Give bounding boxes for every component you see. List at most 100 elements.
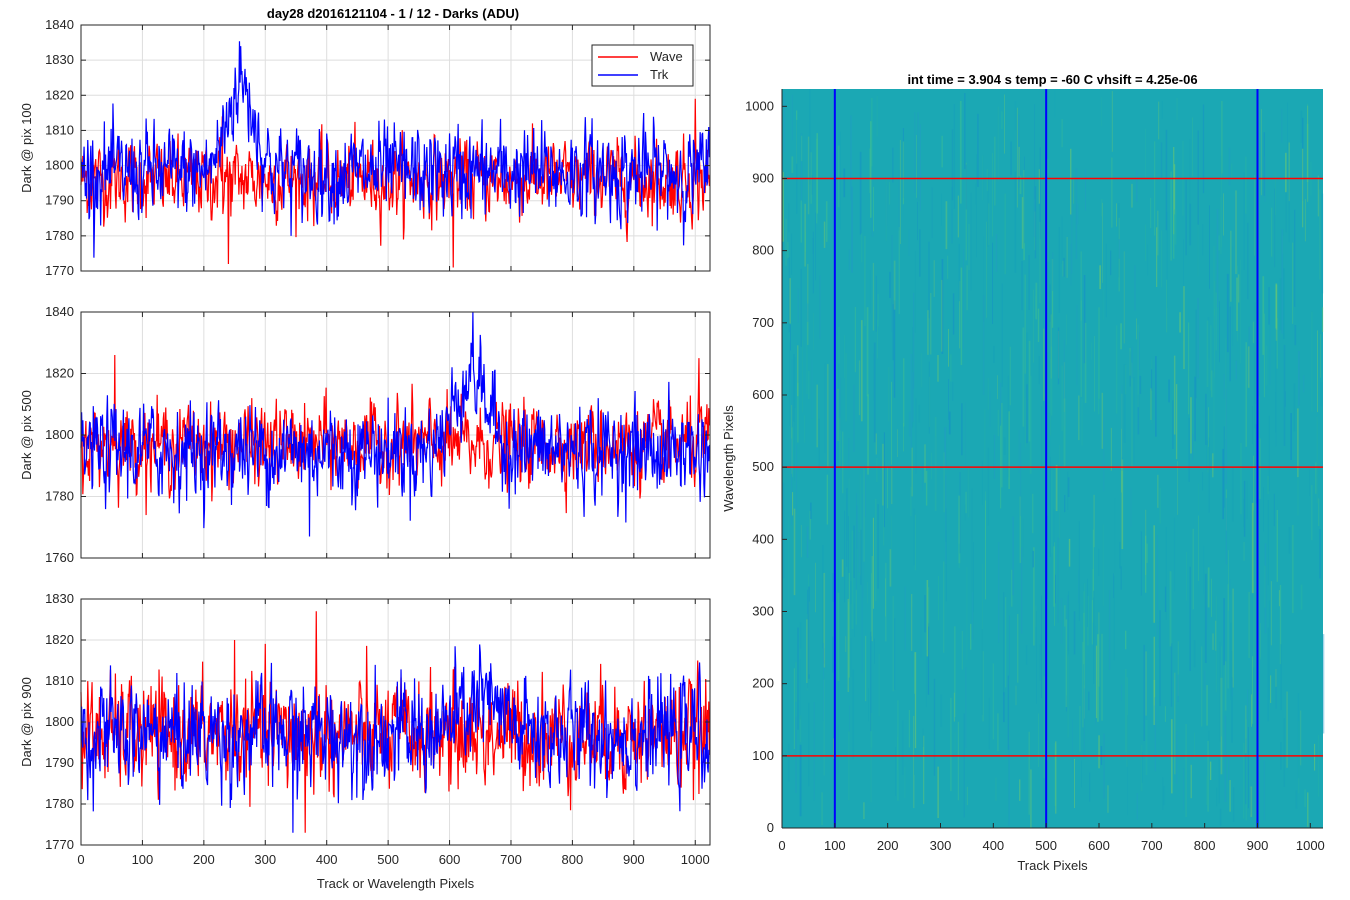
axes-frame xyxy=(80,24,711,272)
heatmap-streak xyxy=(1089,772,1091,802)
series-line-trk xyxy=(80,41,710,258)
heatmap-streak xyxy=(792,427,793,478)
heatmap-streak xyxy=(925,650,927,708)
heatmap-streak xyxy=(1175,384,1178,460)
heatmap-streak xyxy=(886,185,888,226)
heatmap-streak xyxy=(782,169,784,239)
heatmap-streak xyxy=(1098,548,1100,576)
heatmap-streak xyxy=(917,201,918,241)
heatmap-streak xyxy=(1095,626,1096,726)
heatmap-streak xyxy=(1039,644,1041,681)
heatmap-streak xyxy=(922,463,924,491)
heatmap-streak xyxy=(1094,335,1095,412)
heatmap-streak xyxy=(888,366,890,422)
heatmap-streak xyxy=(1206,320,1209,388)
heatmap-streak xyxy=(850,115,852,201)
heatmap-streak xyxy=(1126,677,1128,767)
heatmap-streak xyxy=(872,517,874,609)
heatmap-streak xyxy=(933,678,936,776)
heatmap-streak xyxy=(868,688,869,722)
heatmap-streak xyxy=(1268,600,1270,700)
heatmap-streak xyxy=(1066,236,1068,278)
heatmap-streak xyxy=(910,486,912,516)
heatmap-streak xyxy=(848,249,850,270)
heatmap-streak xyxy=(1095,645,1098,719)
heatmap-streak xyxy=(1223,374,1225,399)
y-tick-label: 1840 xyxy=(45,304,74,319)
heatmap-streak xyxy=(1054,542,1055,626)
heatmap-streak xyxy=(1025,645,1028,665)
heatmap-streak xyxy=(823,648,825,664)
heatmap-streak xyxy=(912,372,914,422)
heatmap-streak xyxy=(874,638,875,664)
heatmap-streak xyxy=(892,596,894,692)
heatmap-streak xyxy=(1054,90,1056,118)
heatmap-title: int time = 3.904 s temp = -60 C vhsift =… xyxy=(907,72,1197,87)
heatmap-streak xyxy=(1316,416,1318,504)
heatmap-streak xyxy=(1098,342,1100,415)
heatmap-streak xyxy=(1075,168,1078,259)
heatmap-streak xyxy=(885,562,887,642)
heatmap-streak xyxy=(1225,498,1228,565)
heatmap-streak xyxy=(799,744,802,817)
heatmap-streak xyxy=(839,131,841,230)
heatmap-streak xyxy=(806,613,808,691)
heatmap-streak xyxy=(810,502,812,519)
heatmap-streak xyxy=(790,324,791,351)
heatmap-streak xyxy=(1021,261,1023,311)
heatmap-streak xyxy=(800,525,802,558)
heatmap-streak xyxy=(1145,224,1146,261)
heatmap-streak xyxy=(953,626,956,717)
heatmap-streak xyxy=(1063,257,1065,277)
heatmap-streak xyxy=(1275,669,1277,709)
heatmap-streak xyxy=(1007,675,1010,750)
heatmap-streak xyxy=(1307,792,1309,827)
heatmap-streak xyxy=(1278,590,1280,607)
heatmap-streak xyxy=(1222,448,1224,520)
heatmap-streak xyxy=(1251,502,1254,594)
heatmap-streak xyxy=(792,492,794,516)
heatmap-streak xyxy=(831,152,834,241)
heatmap-streak xyxy=(815,562,816,613)
heatmap-streak xyxy=(1083,583,1086,686)
heatmap-streak xyxy=(1224,715,1227,802)
heatmap-streak xyxy=(941,259,944,354)
heatmap-streak xyxy=(920,353,923,388)
y-axis-label: Dark @ pix 500 xyxy=(19,390,34,480)
heatmap-streak xyxy=(904,767,906,798)
heatmap-streak xyxy=(885,578,886,617)
line-chart-pix-500: 1760 1780 1800 1820 1840 Dark @ pix 500 xyxy=(19,304,711,565)
heatmap-streak xyxy=(918,404,921,423)
heatmap-streak xyxy=(908,709,910,748)
heatmap-streak xyxy=(993,434,996,479)
y-tick-label: 1780 xyxy=(45,796,74,811)
heatmap-streak xyxy=(1260,623,1261,660)
heatmap-streak xyxy=(864,236,866,326)
heatmap-streak xyxy=(806,619,808,683)
y-tick-label: 1770 xyxy=(45,837,74,852)
heatmap-streak xyxy=(1087,578,1088,627)
heatmap-streak xyxy=(1197,130,1199,225)
heatmap-streak xyxy=(1264,156,1266,202)
series-line-wave xyxy=(80,611,710,833)
heatmap-streak xyxy=(1101,96,1102,126)
heatmap-streak xyxy=(1163,786,1166,806)
heatmap-streak xyxy=(806,303,809,322)
heatmap-streak xyxy=(1123,251,1125,344)
heatmap-streak xyxy=(1190,764,1192,799)
heatmap-streak xyxy=(838,390,840,419)
heatmap-streak xyxy=(1176,97,1178,120)
heatmap-streak xyxy=(1081,760,1082,788)
heatmap-streak xyxy=(1177,461,1179,515)
heatmap-streak xyxy=(1211,578,1212,617)
heatmap-streak xyxy=(1300,110,1303,143)
heatmap-streak xyxy=(1319,189,1321,280)
heatmap-streak xyxy=(1098,735,1100,769)
heatmap-streak xyxy=(1134,265,1136,311)
heatmap-streak xyxy=(908,229,910,256)
heatmap-streak xyxy=(1321,193,1324,294)
heatmap-streak xyxy=(1322,307,1324,332)
heatmap-streak xyxy=(1030,769,1032,828)
heatmap-streak xyxy=(1276,318,1278,369)
